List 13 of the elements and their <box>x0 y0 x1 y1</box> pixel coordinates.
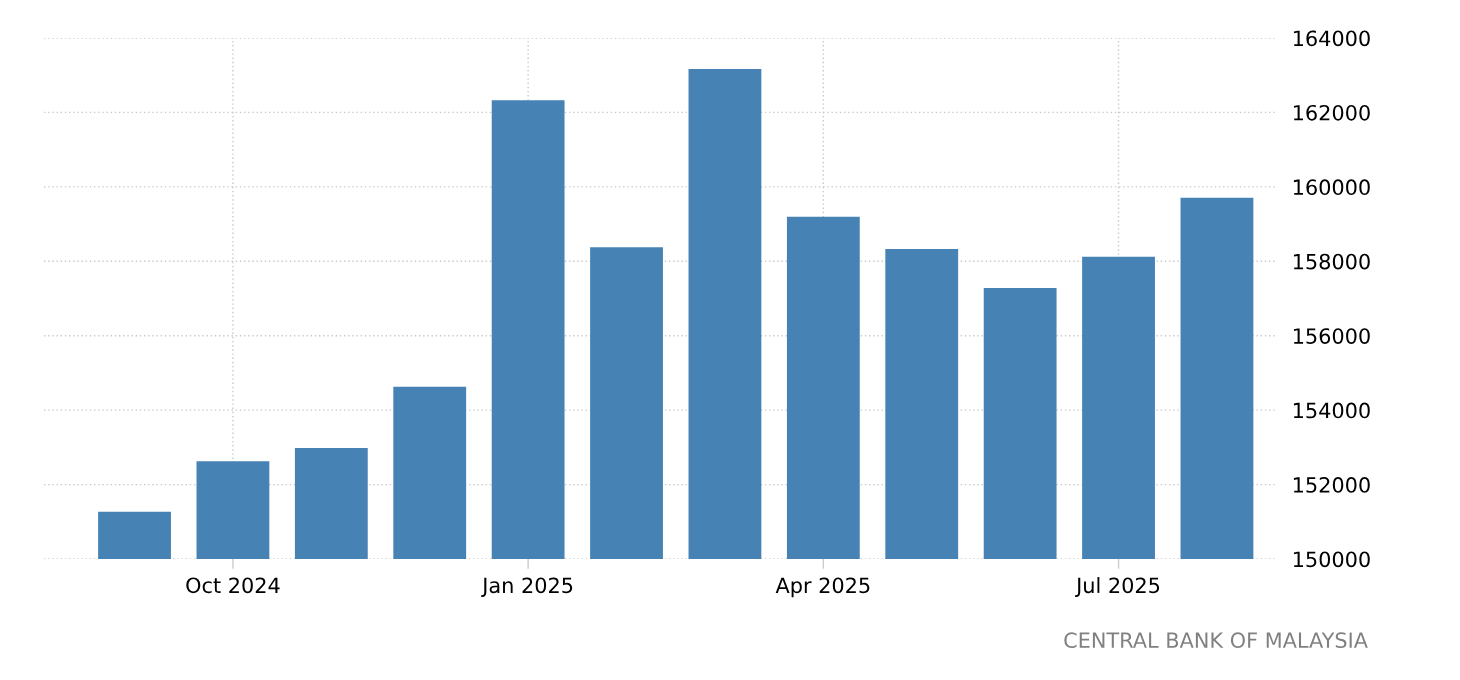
y-tick-label: 160000 <box>1293 179 1370 196</box>
x-tick-label: Jan 2025 <box>481 577 573 598</box>
y-tick-label: 152000 <box>1293 477 1370 493</box>
y-tick-label: 158000 <box>1293 253 1370 270</box>
y-tick-label: 154000 <box>1293 402 1370 419</box>
y-tick-label: 162000 <box>1293 104 1370 121</box>
x-tick-label: Jul 2025 <box>1075 577 1160 598</box>
y-tick-label: 156000 <box>1293 328 1370 344</box>
y-tick-label: 150000 <box>1293 551 1370 568</box>
x-tick-label: Apr 2025 <box>775 577 870 598</box>
text: CENTRAL BANK OF MALAYSIA <box>1064 632 1368 649</box>
y-tick-label: 164000 <box>1293 30 1370 47</box>
x-tick-label: Oct 2024 <box>186 577 280 594</box>
